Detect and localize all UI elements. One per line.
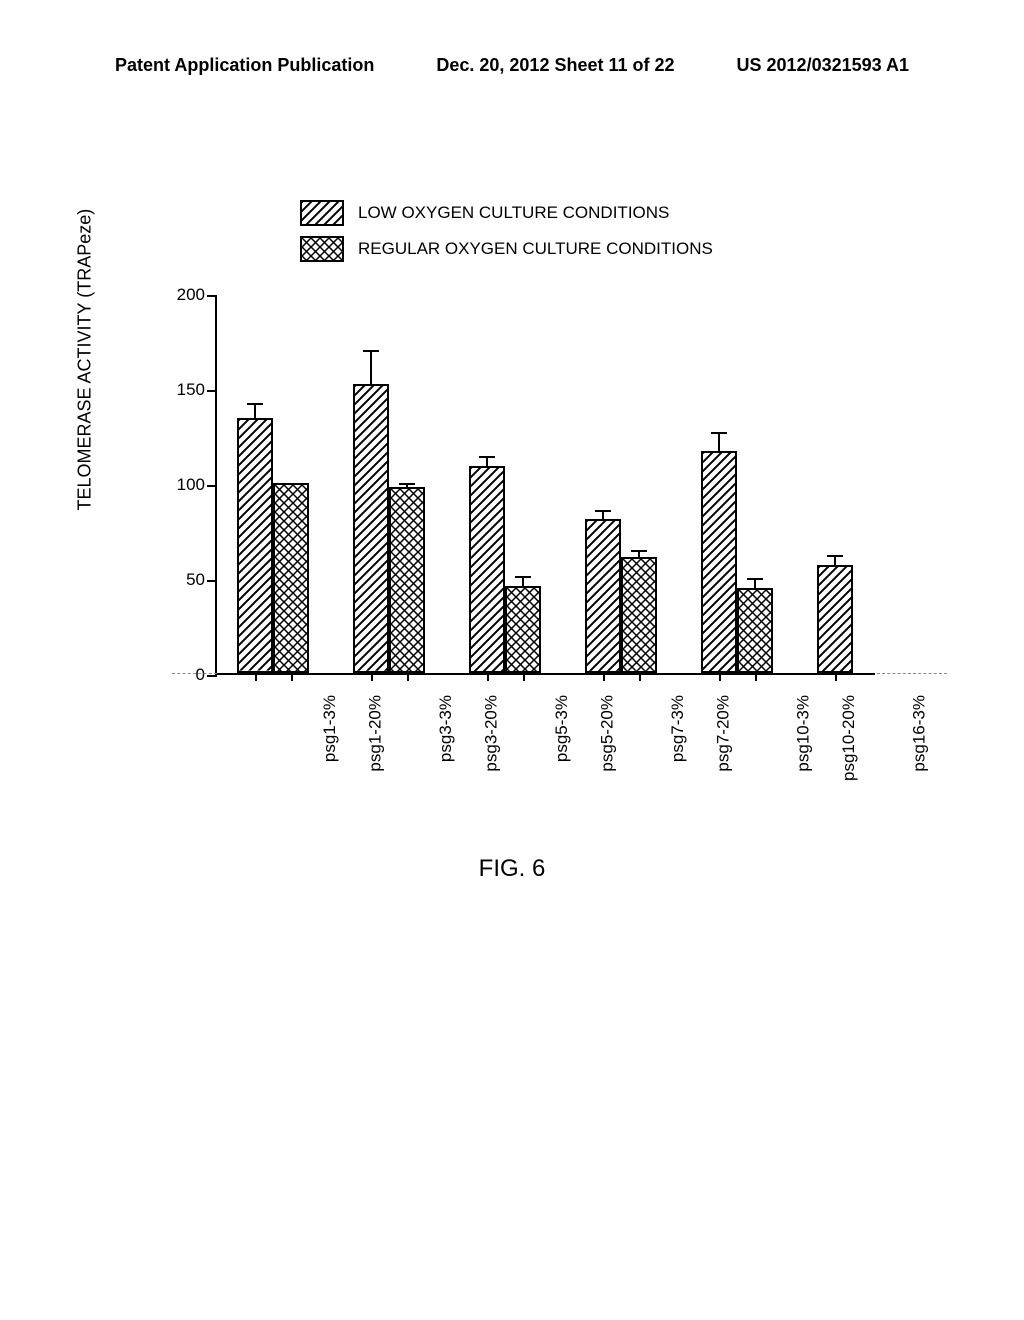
x-tick	[719, 673, 721, 681]
x-tick	[487, 673, 489, 681]
bars-wrap	[217, 295, 875, 673]
header-left: Patent Application Publication	[115, 55, 374, 76]
x-label: psg1-20%	[366, 695, 386, 772]
x-label: psg7-20%	[714, 695, 734, 772]
bar	[585, 519, 621, 673]
bar	[737, 588, 773, 674]
x-label: psg10-20%	[839, 695, 859, 781]
x-tick	[255, 673, 257, 681]
bar	[621, 557, 657, 673]
bar	[237, 418, 273, 673]
x-label: psg7-3%	[668, 695, 688, 762]
x-tick	[755, 673, 757, 681]
legend-item: LOW OXYGEN CULTURE CONDITIONS	[300, 200, 713, 226]
y-tick-label: 100	[167, 475, 205, 495]
x-tick	[291, 673, 293, 681]
bar	[389, 487, 425, 673]
bar	[353, 384, 389, 673]
legend-item: REGULAR OXYGEN CULTURE CONDITIONS	[300, 236, 713, 262]
x-tick	[523, 673, 525, 681]
y-tick	[207, 485, 217, 487]
x-tick	[835, 673, 837, 681]
bar	[469, 466, 505, 673]
x-label: psg3-20%	[482, 695, 502, 772]
x-tick	[639, 673, 641, 681]
patent-header: Patent Application Publication Dec. 20, …	[0, 55, 1024, 76]
x-tick	[371, 673, 373, 681]
bar	[817, 565, 853, 673]
x-label: psg5-3%	[552, 695, 572, 762]
y-tick	[207, 675, 217, 677]
y-tick-label: 50	[167, 570, 205, 590]
bar	[701, 451, 737, 673]
x-tick	[603, 673, 605, 681]
x-label: psg3-3%	[436, 695, 456, 762]
x-label: psg16-3%	[910, 695, 930, 772]
y-axis-label: TELOMERASE ACTIVITY (TRAPeze)	[75, 209, 96, 511]
y-tick	[207, 295, 217, 297]
header-right: US 2012/0321593 A1	[737, 55, 909, 76]
figure-label: FIG. 6	[479, 855, 546, 883]
x-tick	[407, 673, 409, 681]
x-label: psg1-3%	[320, 695, 340, 762]
legend-label: REGULAR OXYGEN CULTURE CONDITIONS	[358, 239, 713, 259]
bar	[273, 483, 309, 673]
bar	[505, 586, 541, 673]
y-tick-label: 150	[167, 380, 205, 400]
baseline-dash	[877, 673, 947, 674]
plot-area: 050100150200psg1-3%psg1-20%psg3-3%psg3-2…	[215, 295, 875, 675]
y-tick-label: 200	[167, 285, 205, 305]
y-tick	[207, 390, 217, 392]
x-label: psg10-3%	[794, 695, 814, 772]
baseline-dash	[172, 673, 217, 674]
header-center: Dec. 20, 2012 Sheet 11 of 22	[436, 55, 674, 76]
legend-label: LOW OXYGEN CULTURE CONDITIONS	[358, 203, 669, 223]
y-tick	[207, 580, 217, 582]
chart-container: LOW OXYGEN CULTURE CONDITIONS REGULAR OX…	[130, 200, 910, 850]
x-label: psg5-20%	[598, 695, 618, 772]
legend-swatch-low-oxygen	[300, 200, 344, 226]
y-tick-label: 0	[167, 665, 205, 685]
legend-swatch-regular-oxygen	[300, 236, 344, 262]
legend: LOW OXYGEN CULTURE CONDITIONS REGULAR OX…	[300, 200, 713, 272]
